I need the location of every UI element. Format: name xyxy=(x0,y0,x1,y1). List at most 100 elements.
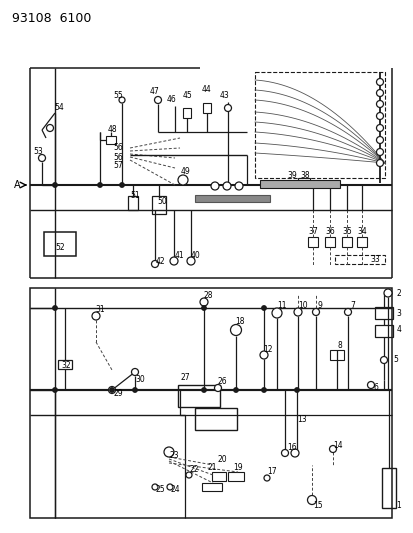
Text: 51: 51 xyxy=(130,191,140,200)
Text: 35: 35 xyxy=(341,227,351,236)
Text: 33: 33 xyxy=(369,255,379,264)
Text: 42: 42 xyxy=(155,256,164,265)
Text: 10: 10 xyxy=(297,301,307,310)
Bar xyxy=(259,180,339,188)
Circle shape xyxy=(290,449,298,457)
Text: 25: 25 xyxy=(155,486,164,495)
Bar xyxy=(334,255,384,264)
Bar xyxy=(374,307,392,319)
Text: 16: 16 xyxy=(287,443,296,453)
Text: 50: 50 xyxy=(157,198,166,206)
Circle shape xyxy=(271,308,281,318)
Circle shape xyxy=(201,388,206,392)
Bar xyxy=(44,232,76,256)
Circle shape xyxy=(108,386,115,393)
Text: 15: 15 xyxy=(312,500,322,510)
Bar xyxy=(58,360,72,369)
Circle shape xyxy=(152,484,158,490)
Text: 23: 23 xyxy=(169,450,178,459)
Bar xyxy=(106,136,116,144)
Text: 2: 2 xyxy=(396,288,401,297)
Text: 30: 30 xyxy=(135,376,145,384)
Circle shape xyxy=(375,78,382,85)
Text: 12: 12 xyxy=(263,345,272,354)
Circle shape xyxy=(312,309,319,316)
Text: 6: 6 xyxy=(373,384,377,392)
Circle shape xyxy=(97,183,102,187)
Text: 41: 41 xyxy=(174,252,183,261)
Circle shape xyxy=(375,149,382,156)
Circle shape xyxy=(185,472,192,478)
Text: 43: 43 xyxy=(220,92,229,101)
Text: 19: 19 xyxy=(233,464,242,472)
Text: 21: 21 xyxy=(207,464,216,472)
Circle shape xyxy=(46,125,53,132)
Text: 44: 44 xyxy=(202,85,211,94)
Text: 28: 28 xyxy=(203,292,212,301)
Text: 49: 49 xyxy=(181,167,190,176)
Circle shape xyxy=(170,257,178,265)
Circle shape xyxy=(383,289,391,297)
Circle shape xyxy=(214,384,221,392)
Bar xyxy=(202,483,221,491)
Bar xyxy=(329,350,343,360)
Text: 17: 17 xyxy=(266,467,276,477)
Circle shape xyxy=(133,388,137,392)
Circle shape xyxy=(53,388,57,392)
Bar xyxy=(195,408,236,430)
Text: 53: 53 xyxy=(33,148,43,157)
Text: 8: 8 xyxy=(337,342,342,351)
Text: 54: 54 xyxy=(54,103,64,112)
Bar xyxy=(374,325,392,337)
Bar xyxy=(341,237,351,247)
Circle shape xyxy=(187,257,195,265)
Circle shape xyxy=(329,446,336,453)
Text: 5: 5 xyxy=(393,356,397,365)
Text: 22: 22 xyxy=(189,465,198,474)
Text: 24: 24 xyxy=(170,486,179,495)
Circle shape xyxy=(375,125,382,132)
Circle shape xyxy=(164,447,173,457)
Circle shape xyxy=(344,309,351,316)
Circle shape xyxy=(375,112,382,119)
Bar xyxy=(228,472,243,481)
Circle shape xyxy=(224,104,231,111)
Circle shape xyxy=(109,388,114,392)
Text: 29: 29 xyxy=(113,390,123,399)
Text: 56: 56 xyxy=(113,154,123,163)
Circle shape xyxy=(201,306,206,310)
Bar xyxy=(381,468,395,508)
Text: 47: 47 xyxy=(150,87,159,96)
Circle shape xyxy=(119,97,125,103)
Text: 36: 36 xyxy=(324,227,334,236)
Text: 11: 11 xyxy=(277,301,286,310)
Text: 3: 3 xyxy=(396,309,401,318)
Text: 37: 37 xyxy=(307,227,317,236)
Text: 40: 40 xyxy=(191,252,200,261)
Circle shape xyxy=(307,496,316,505)
Circle shape xyxy=(230,325,241,335)
Circle shape xyxy=(375,136,382,143)
Circle shape xyxy=(281,449,288,456)
Circle shape xyxy=(375,159,382,166)
Bar xyxy=(195,195,269,202)
Text: 39: 39 xyxy=(287,171,296,180)
Bar xyxy=(307,237,317,247)
Bar xyxy=(183,108,190,118)
Text: 93108  6100: 93108 6100 xyxy=(12,12,91,25)
Circle shape xyxy=(38,155,45,161)
Text: 48: 48 xyxy=(107,125,116,134)
Circle shape xyxy=(119,183,124,187)
Text: A: A xyxy=(14,180,20,190)
Text: 26: 26 xyxy=(217,377,226,386)
Text: 38: 38 xyxy=(299,171,309,180)
Bar xyxy=(254,72,384,178)
Circle shape xyxy=(375,101,382,108)
Text: 7: 7 xyxy=(350,302,355,311)
Bar xyxy=(297,178,309,187)
Text: 46: 46 xyxy=(167,95,176,104)
Circle shape xyxy=(131,368,138,376)
Circle shape xyxy=(261,388,266,392)
Circle shape xyxy=(235,182,242,190)
Text: 31: 31 xyxy=(95,305,104,314)
